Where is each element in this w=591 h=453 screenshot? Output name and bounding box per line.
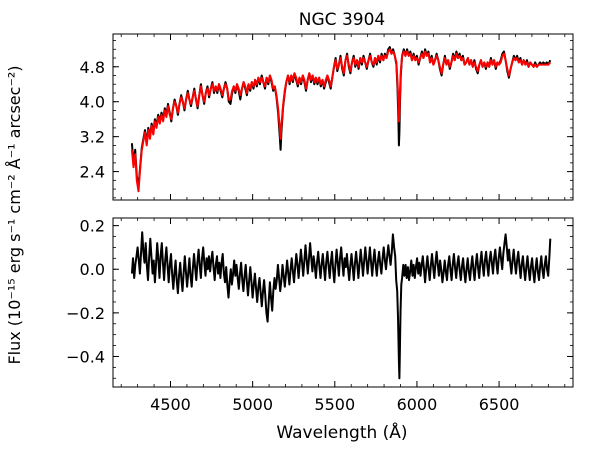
- y-tick-label: 0.0: [80, 260, 105, 279]
- y-tick-label: 3.2: [80, 128, 105, 147]
- shared-y-axis-label: Flux (10⁻¹⁵ erg s⁻¹ cm⁻² Å⁻¹ arcsec⁻²): [5, 65, 24, 364]
- y-tick-label: 4.8: [80, 58, 105, 77]
- x-tick-label: 5000: [232, 395, 273, 414]
- y-tick-label: 0.2: [80, 217, 105, 236]
- x-tick-label: 4500: [150, 395, 191, 414]
- bottom-panel-residuals: −0.4 −0.2 0.0 0.2 4500 5000 5500 6000 6500: [66, 217, 574, 414]
- x-tick-label: 6000: [397, 395, 438, 414]
- y-tick-label: 2.4: [80, 163, 105, 182]
- x-tick-label: 5500: [314, 395, 355, 414]
- plot-frame: [112, 33, 574, 201]
- y-tick-label: 4.0: [80, 93, 105, 112]
- figure-title: NGC 3904: [299, 10, 385, 30]
- top-panel-observed-vs-model: 2.4 3.2 4.0 4.8: [80, 33, 574, 201]
- x-axis-label: Wavelength (Å): [276, 421, 407, 443]
- residual-spectrum-line: [130, 231, 552, 380]
- x-tick-label: 6500: [479, 395, 520, 414]
- plot-frame: [112, 217, 574, 388]
- model-spectrum-line: [130, 48, 552, 193]
- y-tick-label: −0.2: [66, 304, 105, 323]
- y-tick-label: −0.4: [66, 347, 105, 366]
